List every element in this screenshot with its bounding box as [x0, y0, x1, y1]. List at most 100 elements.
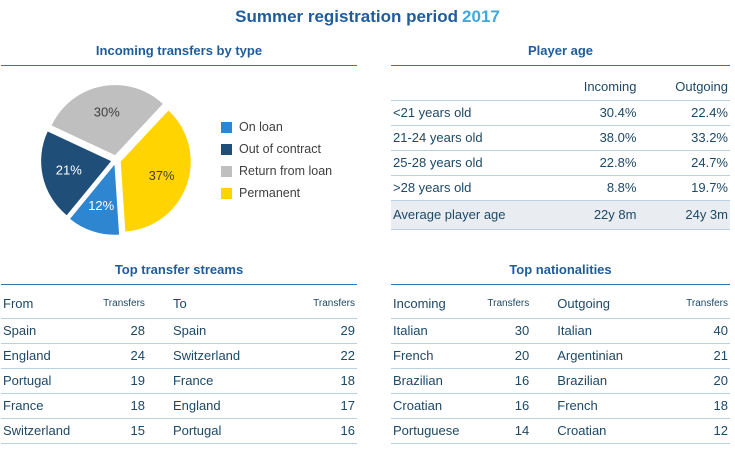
panel-nationalities: Top nationalities Incoming Transfers Out…	[391, 262, 730, 444]
table-row: Croatian 16 French 18	[391, 393, 730, 419]
incoming-transfers: 16	[485, 393, 532, 419]
column-header-incoming: Incoming	[546, 74, 639, 101]
table-row: Brazilian 16 Brazilian 20	[391, 368, 730, 394]
column-header-outgoing: Outgoing	[531, 289, 657, 319]
table-row: >28 years old 8.8% 19.7%	[391, 175, 730, 201]
to-country: Portugal	[146, 418, 276, 444]
table-row: Switzerland 15 Portugal 16	[1, 418, 357, 444]
pie-area: 30% 37% 12% 21% On loan Out of contract Ret…	[1, 70, 357, 250]
age-band-label: 25-28 years old	[391, 150, 547, 176]
outgoing-value: 22.4%	[638, 100, 730, 126]
pie-slice-permanent	[120, 110, 191, 232]
legend-item-out-of-contract: Out of contract	[221, 142, 332, 156]
pie-slice-out-of-contract	[41, 131, 112, 216]
average-age-row: Average player age 22y 8m 24y 3m	[391, 200, 730, 230]
incoming-transfers: 30	[485, 318, 532, 344]
pie-value-label: 21%	[56, 163, 82, 178]
from-transfers: 15	[97, 418, 147, 444]
average-incoming-value: 22y 8m	[546, 200, 639, 230]
outgoing-nationality: Italian	[531, 318, 657, 344]
incoming-nationality: Brazilian	[391, 368, 486, 394]
pie-chart: 30% 37% 12% 21%	[41, 85, 191, 235]
table-header-row: Incoming Outgoing	[391, 74, 730, 101]
panel-player-age: Player age Incoming Outgoing <21 years o…	[391, 43, 730, 250]
from-country: Spain	[1, 318, 98, 344]
incoming-value: 38.0%	[546, 125, 639, 151]
pie-slice-return-from-loan	[51, 85, 163, 156]
to-country: France	[146, 368, 276, 394]
incoming-nationality: Croatian	[391, 393, 486, 419]
table-row: England 24 Switzerland 22	[1, 343, 357, 369]
to-transfers: 18	[275, 368, 357, 394]
column-header-transfers: Transfers	[485, 289, 532, 319]
legend-label: Out of contract	[239, 142, 321, 156]
outgoing-value: 33.2%	[638, 125, 730, 151]
table-row: Portuguese 14 Croatian 12	[391, 418, 730, 444]
table-row: Spain 28 Spain 29	[1, 318, 357, 344]
legend-label: On loan	[239, 120, 283, 134]
from-transfers: 19	[97, 368, 147, 394]
table-row: 21-24 years old 38.0% 33.2%	[391, 125, 730, 151]
table-row: <21 years old 30.4% 22.4%	[391, 100, 730, 126]
to-transfers: 16	[275, 418, 357, 444]
legend-label: Permanent	[239, 186, 301, 200]
outgoing-nationality: French	[531, 393, 657, 419]
column-header-transfers: Transfers	[275, 289, 357, 319]
incoming-value: 30.4%	[546, 100, 639, 126]
nationalities-title: Top nationalities	[391, 262, 730, 285]
table-row: French 20 Argentinian 21	[391, 343, 730, 369]
outgoing-transfers: 21	[656, 343, 730, 369]
transfer-streams-title: Top transfer streams	[1, 262, 357, 285]
pie-value-label: 12%	[88, 198, 114, 213]
pie-slice-on-loan	[70, 164, 120, 235]
to-transfers: 17	[275, 393, 357, 419]
column-header-from: From	[1, 289, 98, 319]
incoming-value: 8.8%	[546, 175, 639, 201]
legend-item-on-loan: On loan	[221, 120, 332, 134]
column-header-incoming: Incoming	[391, 289, 486, 319]
content-grid: Incoming transfers by type 30% 37% 12% 21% …	[0, 43, 735, 444]
nationalities-table: Incoming Transfers Outgoing Transfers It…	[391, 289, 730, 444]
column-header-transfers: Transfers	[97, 289, 147, 319]
page-title: Summer registration period 2017	[0, 7, 735, 27]
incoming-transfers: 14	[485, 418, 532, 444]
outgoing-value: 19.7%	[638, 175, 730, 201]
table-row: Italian 30 Italian 40	[391, 318, 730, 344]
to-transfers: 22	[275, 343, 357, 369]
incoming-transfers: 20	[485, 343, 532, 369]
outgoing-value: 24.7%	[638, 150, 730, 176]
pie-value-label: 37%	[149, 168, 175, 183]
legend-swatch	[221, 143, 232, 155]
legend-swatch	[221, 121, 232, 133]
panel-transfer-streams: Top transfer streams From Transfers To T…	[1, 262, 357, 444]
table-row: Portugal 19 France 18	[1, 368, 357, 394]
player-age-title: Player age	[391, 43, 730, 66]
legend-swatch	[221, 187, 232, 199]
page-title-year: 2017	[462, 7, 500, 26]
incoming-nationality: Italian	[391, 318, 486, 344]
page-title-text: Summer registration period	[235, 7, 459, 26]
average-age-label: Average player age	[391, 200, 547, 230]
from-country: Portugal	[1, 368, 98, 394]
to-country: England	[146, 393, 276, 419]
transfers-by-type-title: Incoming transfers by type	[1, 43, 357, 66]
transfer-streams-table: From Transfers To Transfers Spain 28 Spa…	[1, 289, 357, 444]
to-country: Spain	[146, 318, 276, 344]
column-header-blank	[391, 74, 547, 101]
legend-item-return-from-loan: Return from loan	[221, 164, 332, 178]
to-country: Switzerland	[146, 343, 276, 369]
column-header-to: To	[146, 289, 276, 319]
from-transfers: 24	[97, 343, 147, 369]
age-band-label: >28 years old	[391, 175, 547, 201]
age-band-label: 21-24 years old	[391, 125, 547, 151]
incoming-transfers: 16	[485, 368, 532, 394]
legend-swatch	[221, 165, 232, 177]
table-header-row: From Transfers To Transfers	[1, 289, 357, 319]
legend-label: Return from loan	[239, 164, 333, 178]
table-row: 25-28 years old 22.8% 24.7%	[391, 150, 730, 176]
pie-value-label: 30%	[94, 104, 120, 119]
legend-item-permanent: Permanent	[221, 186, 332, 200]
from-transfers: 28	[97, 318, 147, 344]
from-country: France	[1, 393, 98, 419]
